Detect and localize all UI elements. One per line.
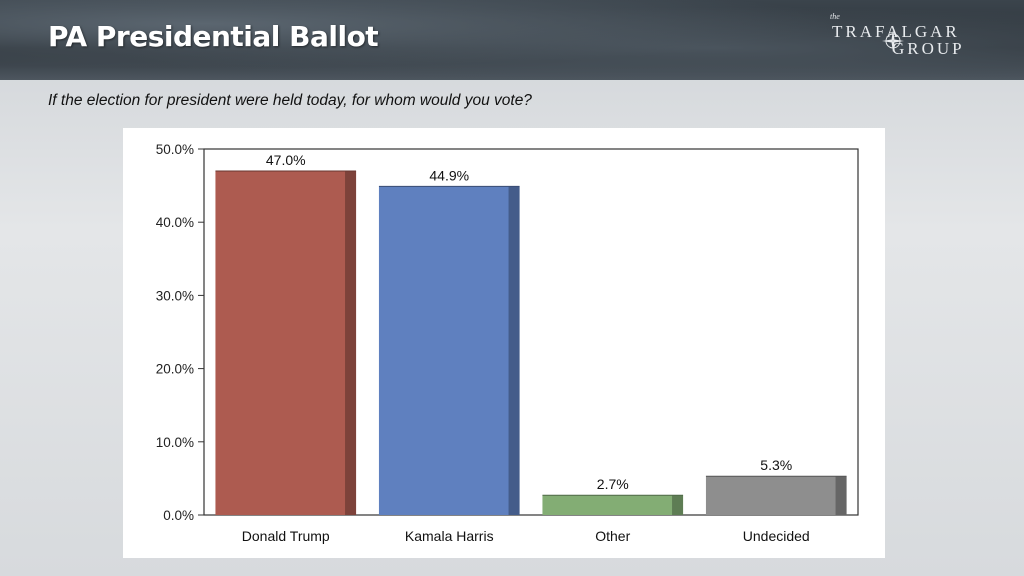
x-category-label: Donald Trump (242, 528, 330, 544)
y-tick-label: 30.0% (156, 288, 194, 303)
data-label: 47.0% (266, 152, 306, 168)
survey-question: If the election for president were held … (48, 92, 532, 109)
bar-undecided (705, 476, 847, 515)
logo-line-2: GROUP (892, 39, 965, 58)
slide-title: PA Presidential Ballot (48, 20, 379, 53)
compass-rose-icon (882, 30, 904, 52)
bar-donald-trump (215, 170, 357, 515)
data-label: 5.3% (760, 457, 792, 473)
bar-side-shade (835, 476, 847, 515)
bar-side-shade (345, 170, 357, 515)
y-tick-label: 50.0% (156, 142, 194, 157)
x-category-label: Kamala Harris (405, 528, 494, 544)
trafalgar-logo: the TRAFALGAR GROUP (826, 12, 986, 68)
bar-kamala-harris (378, 186, 520, 515)
data-label: 44.9% (429, 167, 469, 183)
logo-the: the (830, 12, 840, 21)
bar-side-shade (508, 186, 520, 515)
bar-other (542, 495, 684, 515)
x-category-label: Other (595, 528, 630, 544)
y-tick-label: 0.0% (163, 508, 194, 523)
y-tick-label: 40.0% (156, 215, 194, 230)
chart-panel: 0.0% 10.0% 20.0% 30.0% 40.0% 50.0% 47.0% Donald… (123, 128, 885, 558)
y-tick-label: 10.0% (156, 435, 194, 450)
x-category-label: Undecided (743, 528, 810, 544)
header-banner: PA Presidential Ballot the TRAFALGAR GRO… (0, 0, 1024, 80)
y-tick-label: 20.0% (156, 362, 194, 377)
bar-side-shade (672, 495, 684, 515)
bar-chart: 0.0% 10.0% 20.0% 30.0% 40.0% 50.0% 47.0% Donald… (156, 142, 859, 544)
data-label: 2.7% (597, 476, 629, 492)
logo-line-1: TRAFALGAR (832, 22, 960, 41)
